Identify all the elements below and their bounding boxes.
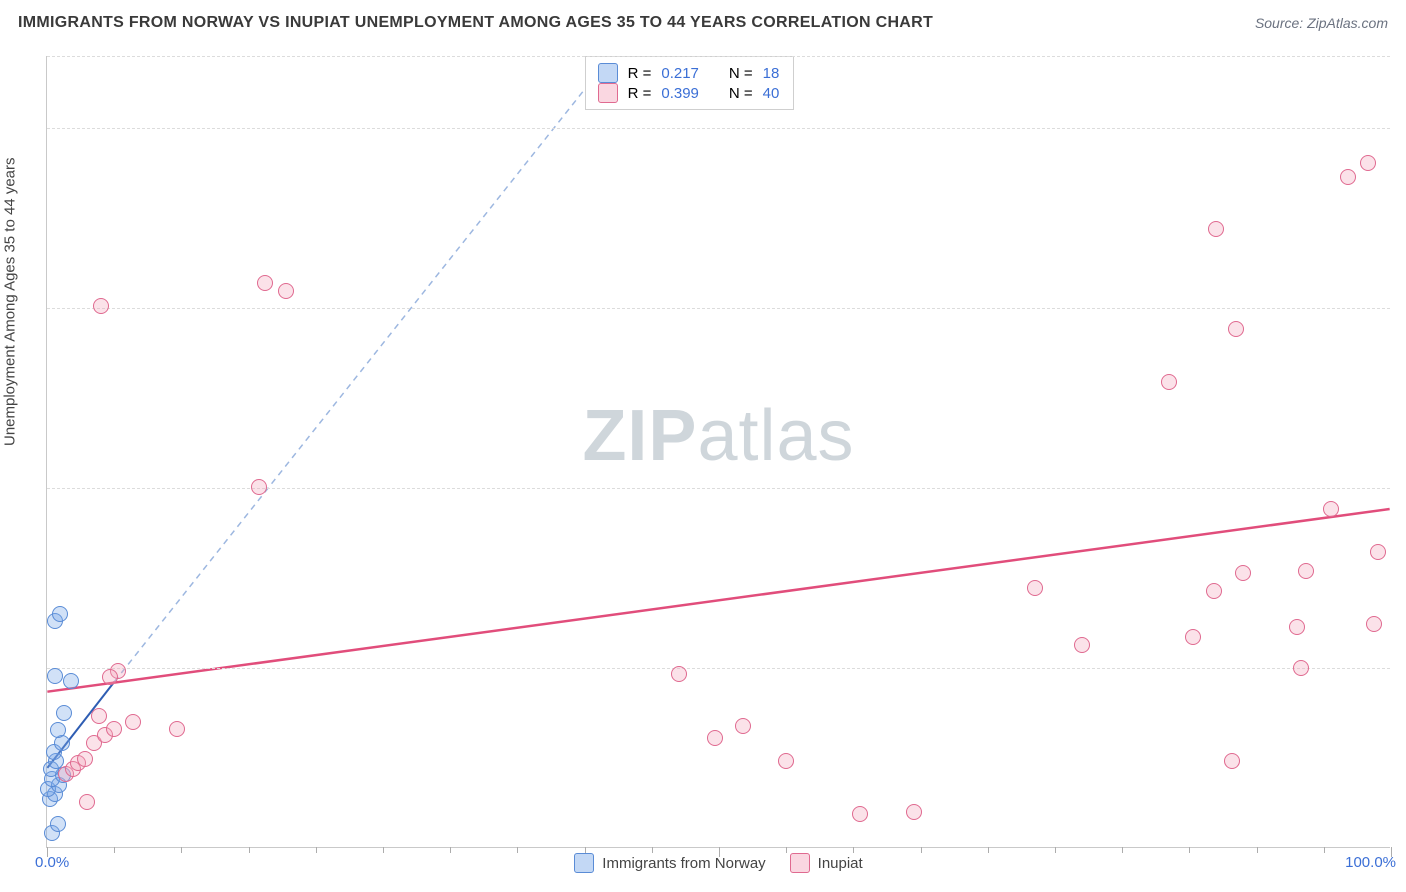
data-point-inupiat bbox=[1224, 753, 1240, 769]
page-title: IMMIGRANTS FROM NORWAY VS INUPIAT UNEMPL… bbox=[18, 14, 933, 32]
data-point-inupiat bbox=[1235, 565, 1251, 581]
legend-stats-box: R = 0.217 N = 18 R = 0.399 N = 40 bbox=[585, 56, 795, 110]
chart-plot-area: ZIPatlas R =0.217N =18R =0.399N =40 0.0%… bbox=[46, 56, 1390, 848]
y-tick-label: 12.5% bbox=[1394, 660, 1406, 677]
data-point-inupiat bbox=[1366, 616, 1382, 632]
legend-swatch-icon bbox=[598, 83, 618, 103]
trend-line bbox=[47, 509, 1389, 692]
legend-series-label: Immigrants from Norway bbox=[602, 855, 765, 872]
legend-n-label: N = bbox=[729, 85, 753, 102]
data-point-inupiat bbox=[1298, 563, 1314, 579]
legend-series-item: Immigrants from Norway bbox=[574, 853, 765, 873]
data-point-inupiat bbox=[106, 721, 122, 737]
data-point-inupiat bbox=[169, 721, 185, 737]
x-tick bbox=[921, 847, 922, 853]
data-point-inupiat bbox=[257, 275, 273, 291]
data-point-inupiat bbox=[1289, 619, 1305, 635]
gridline-h bbox=[47, 128, 1390, 129]
data-point-inupiat bbox=[278, 283, 294, 299]
x-tick bbox=[988, 847, 989, 853]
x-tick bbox=[47, 847, 48, 857]
legend-swatch-icon bbox=[574, 853, 594, 873]
x-tick bbox=[249, 847, 250, 853]
data-point-norway bbox=[47, 668, 63, 684]
trend-line bbox=[114, 56, 611, 682]
x-tick bbox=[181, 847, 182, 853]
data-point-norway bbox=[63, 673, 79, 689]
data-point-inupiat bbox=[91, 708, 107, 724]
legend-series-item: Inupiat bbox=[790, 853, 863, 873]
source-label: Source: ZipAtlas.com bbox=[1255, 15, 1388, 31]
data-point-inupiat bbox=[852, 806, 868, 822]
gridline-h bbox=[47, 56, 1390, 57]
x-tick bbox=[1055, 847, 1056, 853]
x-tick bbox=[1391, 847, 1392, 857]
x-tick bbox=[719, 847, 720, 857]
data-point-inupiat bbox=[79, 794, 95, 810]
data-point-inupiat bbox=[906, 804, 922, 820]
y-tick-label: 25.0% bbox=[1394, 480, 1406, 497]
data-point-inupiat bbox=[1340, 169, 1356, 185]
legend-stat-row: R = 0.399 N = 40 bbox=[598, 83, 780, 103]
data-point-inupiat bbox=[125, 714, 141, 730]
legend-r-label: R = bbox=[628, 85, 652, 102]
data-point-inupiat bbox=[1161, 374, 1177, 390]
data-point-inupiat bbox=[102, 669, 118, 685]
legend-n-value: 40 bbox=[763, 85, 780, 102]
data-point-norway bbox=[50, 722, 66, 738]
legend-r-label: R = bbox=[628, 65, 652, 82]
data-point-inupiat bbox=[1323, 501, 1339, 517]
data-point-inupiat bbox=[778, 753, 794, 769]
x-tick bbox=[383, 847, 384, 853]
legend-r-value: 0.399 bbox=[661, 85, 699, 102]
y-tick-label: 37.5% bbox=[1394, 300, 1406, 317]
data-point-inupiat bbox=[1370, 544, 1386, 560]
data-point-norway bbox=[56, 705, 72, 721]
data-point-inupiat bbox=[1360, 155, 1376, 171]
gridline-h bbox=[47, 668, 1390, 669]
data-point-norway bbox=[52, 606, 68, 622]
legend-n-label: N = bbox=[729, 65, 753, 82]
x-tick bbox=[316, 847, 317, 853]
data-point-inupiat bbox=[1027, 580, 1043, 596]
data-point-inupiat bbox=[735, 718, 751, 734]
legend-n-value: 18 bbox=[763, 65, 780, 82]
x-tick bbox=[786, 847, 787, 853]
x-tick bbox=[1257, 847, 1258, 853]
data-point-inupiat bbox=[1293, 660, 1309, 676]
x-tick bbox=[1324, 847, 1325, 853]
x-tick bbox=[853, 847, 854, 853]
data-point-inupiat bbox=[1074, 637, 1090, 653]
x-tick bbox=[585, 847, 586, 853]
data-point-inupiat bbox=[251, 479, 267, 495]
data-point-inupiat bbox=[707, 730, 723, 746]
y-tick-label: 50.0% bbox=[1394, 120, 1406, 137]
x-tick bbox=[450, 847, 451, 853]
gridline-h bbox=[47, 308, 1390, 309]
x-tick bbox=[517, 847, 518, 853]
legend-swatch-icon bbox=[598, 63, 618, 83]
gridline-h bbox=[47, 488, 1390, 489]
data-point-inupiat bbox=[1208, 221, 1224, 237]
legend-stat-row: R = 0.217 N = 18 bbox=[598, 63, 780, 83]
x-tick bbox=[652, 847, 653, 853]
data-point-inupiat bbox=[93, 298, 109, 314]
data-point-inupiat bbox=[77, 751, 93, 767]
data-point-inupiat bbox=[671, 666, 687, 682]
chart-lines-layer bbox=[47, 56, 1390, 847]
y-axis-title: Unemployment Among Ages 35 to 44 years bbox=[2, 157, 19, 446]
data-point-inupiat bbox=[1206, 583, 1222, 599]
data-point-norway bbox=[50, 816, 66, 832]
x-tick bbox=[114, 847, 115, 853]
legend-swatch-icon bbox=[790, 853, 810, 873]
data-point-inupiat bbox=[1228, 321, 1244, 337]
legend-series-label: Inupiat bbox=[818, 855, 863, 872]
legend-r-value: 0.217 bbox=[661, 65, 699, 82]
x-tick bbox=[1189, 847, 1190, 853]
data-point-inupiat bbox=[1185, 629, 1201, 645]
x-tick bbox=[1122, 847, 1123, 853]
